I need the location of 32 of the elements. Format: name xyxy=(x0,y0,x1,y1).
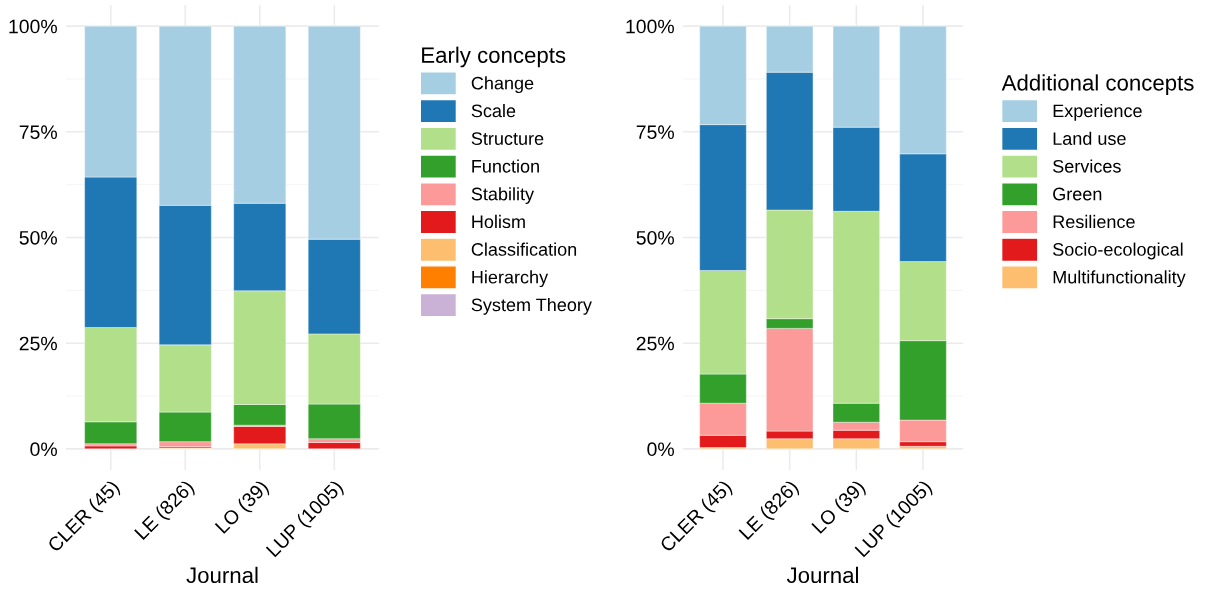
y-tick-label: 75% xyxy=(636,125,674,140)
y-tick-label: 25% xyxy=(636,336,674,351)
legend-label: Function xyxy=(472,159,539,173)
x-tick-label: LO (39) xyxy=(214,479,272,537)
legend-label: Scale xyxy=(471,104,516,118)
y-tick-label: 25% xyxy=(19,336,57,351)
x-axis-title: Journal xyxy=(186,566,258,584)
legend-label: Socio-ecological xyxy=(1053,242,1183,260)
legend-label: Stability xyxy=(471,187,535,204)
y-tick-label: 0% xyxy=(30,442,57,457)
x-tick-label: LO (39) xyxy=(810,479,869,537)
legend-label: Structure xyxy=(471,132,544,145)
y-tick-label: 75% xyxy=(19,125,57,140)
legend-label: System Theory xyxy=(471,298,592,315)
x-axis-title: Journal xyxy=(786,566,858,584)
legend-label: Experience xyxy=(1053,104,1142,121)
y-tick-label: 0% xyxy=(647,442,674,457)
y-tick-label: 50% xyxy=(636,230,674,245)
y-tick-label: 100% xyxy=(9,19,57,34)
legend-label: Multifunctionality xyxy=(1053,270,1186,288)
legend-label: Holism xyxy=(472,214,525,229)
legend-label: Change xyxy=(471,76,534,94)
y-tick-label: 100% xyxy=(626,19,674,34)
legend-label: Classification xyxy=(471,242,577,256)
y-tick-label: 50% xyxy=(19,230,57,245)
legend-label: Hierarchy xyxy=(472,270,549,288)
legend-label: Resilience xyxy=(1053,214,1135,229)
legend-title: Additional concepts xyxy=(1001,74,1194,96)
legend-label: Land use xyxy=(1053,131,1126,145)
legend-label: Services xyxy=(1053,159,1121,173)
legend-label: Green xyxy=(1053,187,1102,201)
legend-title: Early concepts xyxy=(422,46,566,68)
